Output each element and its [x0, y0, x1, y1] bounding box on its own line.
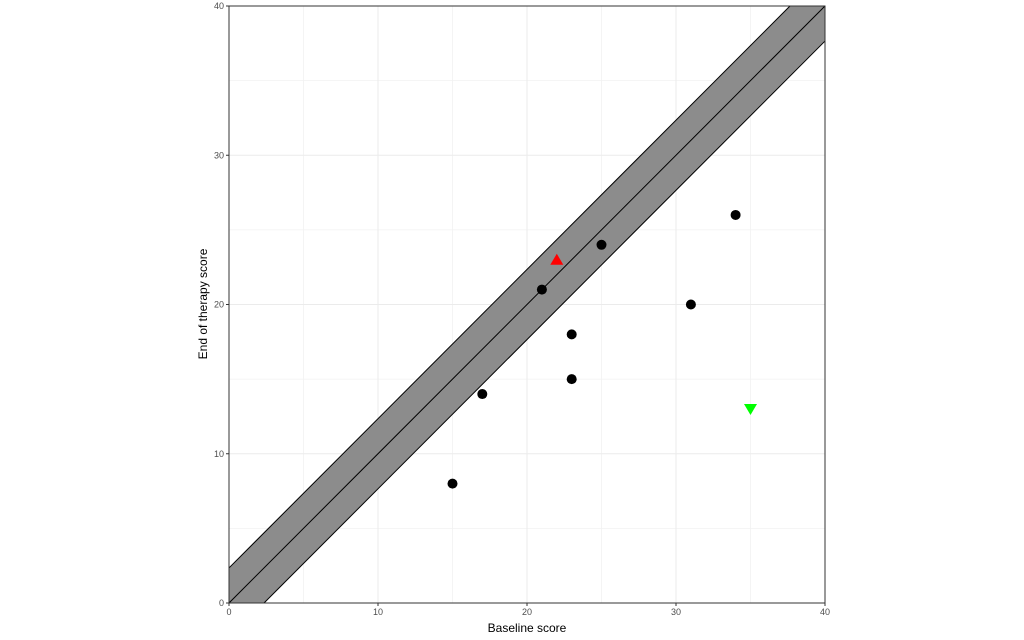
x-axis-label: Baseline score [488, 621, 567, 635]
data-point-stable [566, 374, 577, 385]
y-tick-label: 30 [214, 150, 224, 160]
band-upper-line [228, 5, 791, 569]
data-point-worsened [550, 253, 564, 265]
data-point-stable [566, 329, 577, 340]
data-point-stable [536, 284, 547, 295]
x-axis-ticks: 0 10 20 30 40 [226, 603, 830, 617]
y-axis-label: End of therapy score [196, 248, 210, 359]
y-tick-label: 40 [214, 1, 224, 11]
y-tick-label: 0 [219, 598, 224, 608]
x-tick-label: 40 [820, 607, 830, 617]
x-tick-label: 0 [226, 607, 231, 617]
data-point-stable [685, 299, 696, 310]
reference-band [228, 5, 826, 604]
x-tick-label: 30 [671, 607, 681, 617]
data-point-stable [477, 389, 488, 400]
data-point-stable [447, 478, 458, 489]
y-tick-label: 20 [214, 300, 224, 310]
data-point-improved [744, 403, 757, 415]
identity-line [228, 5, 826, 604]
y-axis-ticks: 0 10 20 30 40 [214, 1, 229, 608]
data-point-stable [596, 239, 607, 250]
data-points [447, 209, 757, 489]
data-point-stable [730, 209, 741, 220]
y-tick-label: 10 [214, 449, 224, 459]
band-lower-line [263, 40, 826, 604]
x-tick-label: 20 [522, 607, 532, 617]
x-tick-label: 10 [373, 607, 383, 617]
